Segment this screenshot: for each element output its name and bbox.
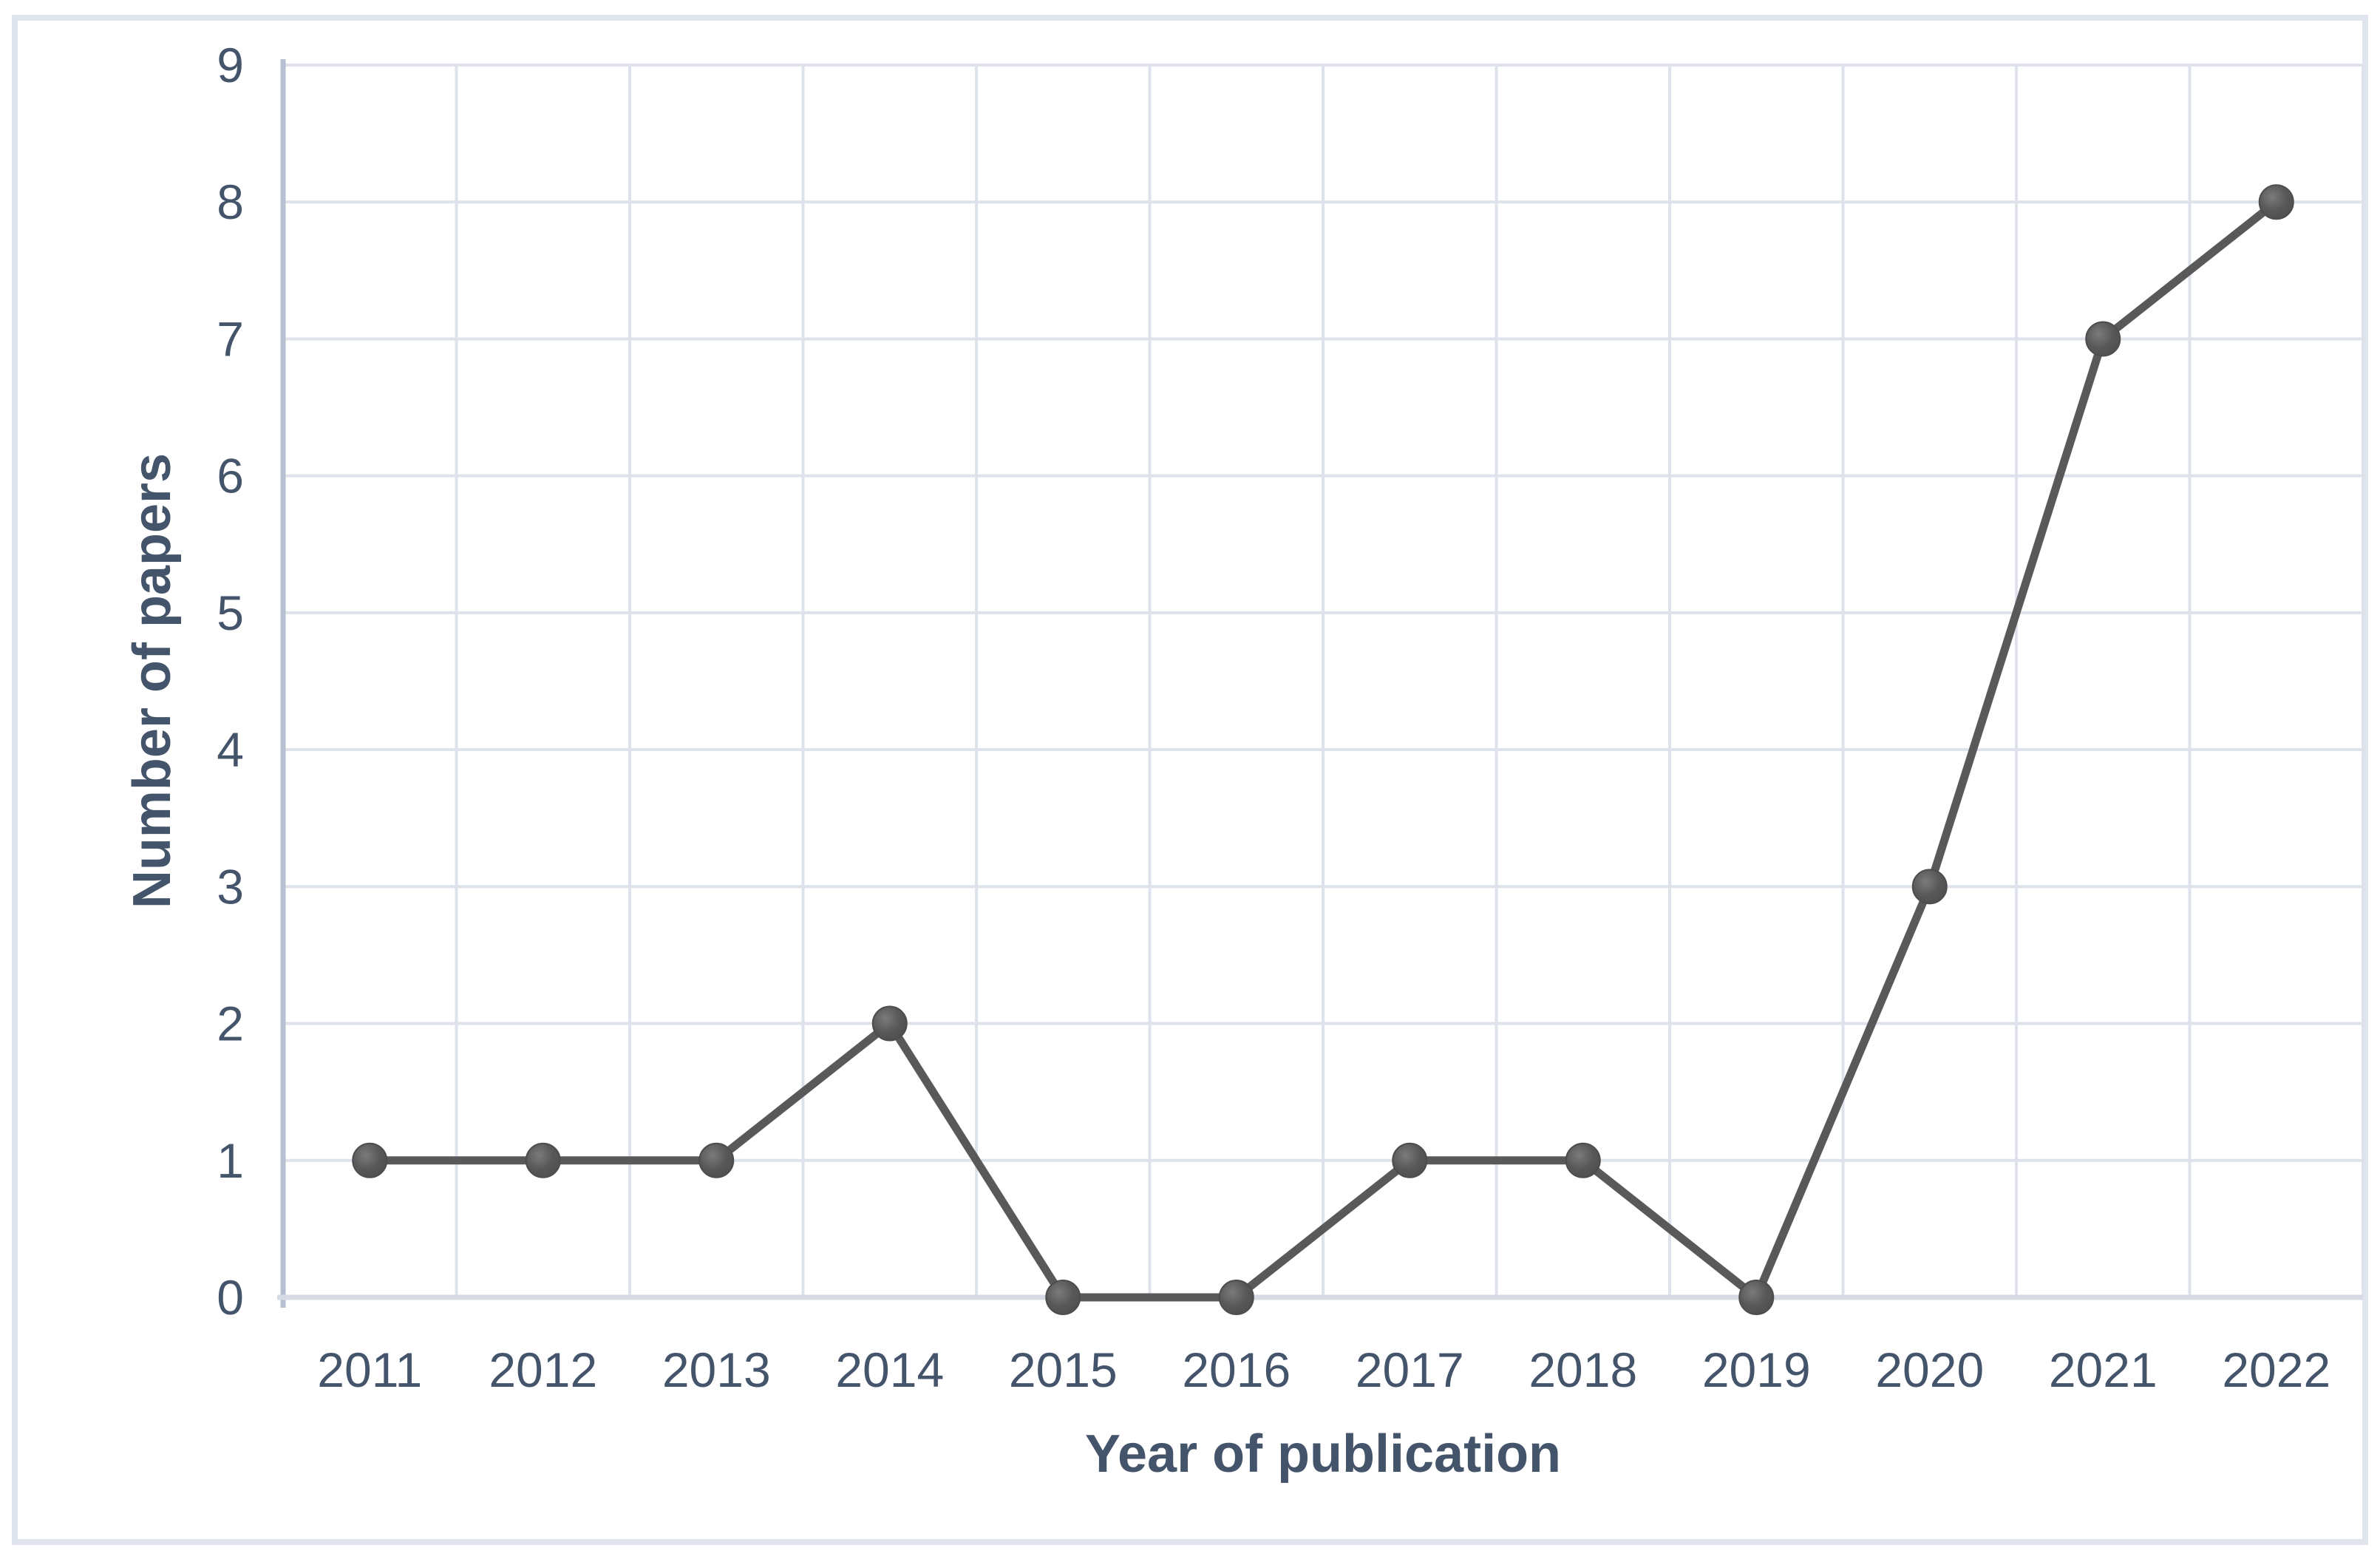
data-point-marker <box>1218 1280 1254 1315</box>
x-tick-label: 2022 <box>2222 1342 2330 1397</box>
x-tick-label: 2019 <box>1702 1342 1811 1397</box>
axis-lines <box>277 59 2363 1308</box>
y-tick-label: 2 <box>217 996 244 1051</box>
data-point-marker <box>1738 1280 1775 1315</box>
y-tick-label: 9 <box>217 38 244 92</box>
x-tick-label: 2015 <box>1009 1342 1118 1397</box>
y-tick-label: 8 <box>217 174 244 229</box>
x-tick-label: 2013 <box>662 1342 771 1397</box>
data-point-marker <box>1565 1142 1601 1178</box>
x-tick-label: 2014 <box>835 1342 944 1397</box>
data-series-line <box>370 198 2279 1302</box>
x-tick-label: 2012 <box>489 1342 597 1397</box>
x-tick-label: 2020 <box>1875 1342 1984 1397</box>
data-point-marker <box>2258 184 2294 220</box>
y-tick-label: 1 <box>217 1133 244 1188</box>
data-point-marker <box>698 1142 735 1178</box>
data-point-marker <box>1911 869 1948 905</box>
x-tick-label: 2011 <box>317 1342 422 1397</box>
x-tick-label: 2017 <box>1356 1342 1464 1397</box>
series-polyline <box>370 198 2279 1302</box>
y-tick-label: 0 <box>217 1270 244 1325</box>
y-tick-label: 6 <box>217 449 244 503</box>
y-tick-label: 3 <box>217 859 244 914</box>
y-tick-label: 7 <box>217 311 244 366</box>
x-axis-title: Year of publication <box>1085 1425 1561 1484</box>
data-point-marker <box>1045 1280 1081 1315</box>
x-tick-label: 2016 <box>1182 1342 1291 1397</box>
data-point-markers <box>352 184 2294 1315</box>
data-point-marker <box>352 1142 388 1178</box>
y-axis-tick-labels: 0 1 2 3 4 5 6 7 8 9 <box>217 38 244 1325</box>
figure-border <box>12 15 2368 1545</box>
y-axis-title: Number of papers <box>123 453 182 909</box>
data-point-marker <box>871 1005 908 1042</box>
gridlines <box>283 64 2364 1297</box>
y-tick-label: 5 <box>217 585 244 640</box>
data-point-marker <box>525 1142 561 1178</box>
y-tick-label: 4 <box>217 722 244 777</box>
data-point-marker <box>2085 321 2121 357</box>
data-point-marker <box>1392 1142 1428 1178</box>
x-tick-label: 2018 <box>1529 1342 1637 1397</box>
x-axis-tick-labels: 2011 2012 2013 2014 2015 2016 2017 2018 2019 2020… <box>317 1342 2330 1397</box>
x-tick-label: 2021 <box>2049 1342 2158 1397</box>
